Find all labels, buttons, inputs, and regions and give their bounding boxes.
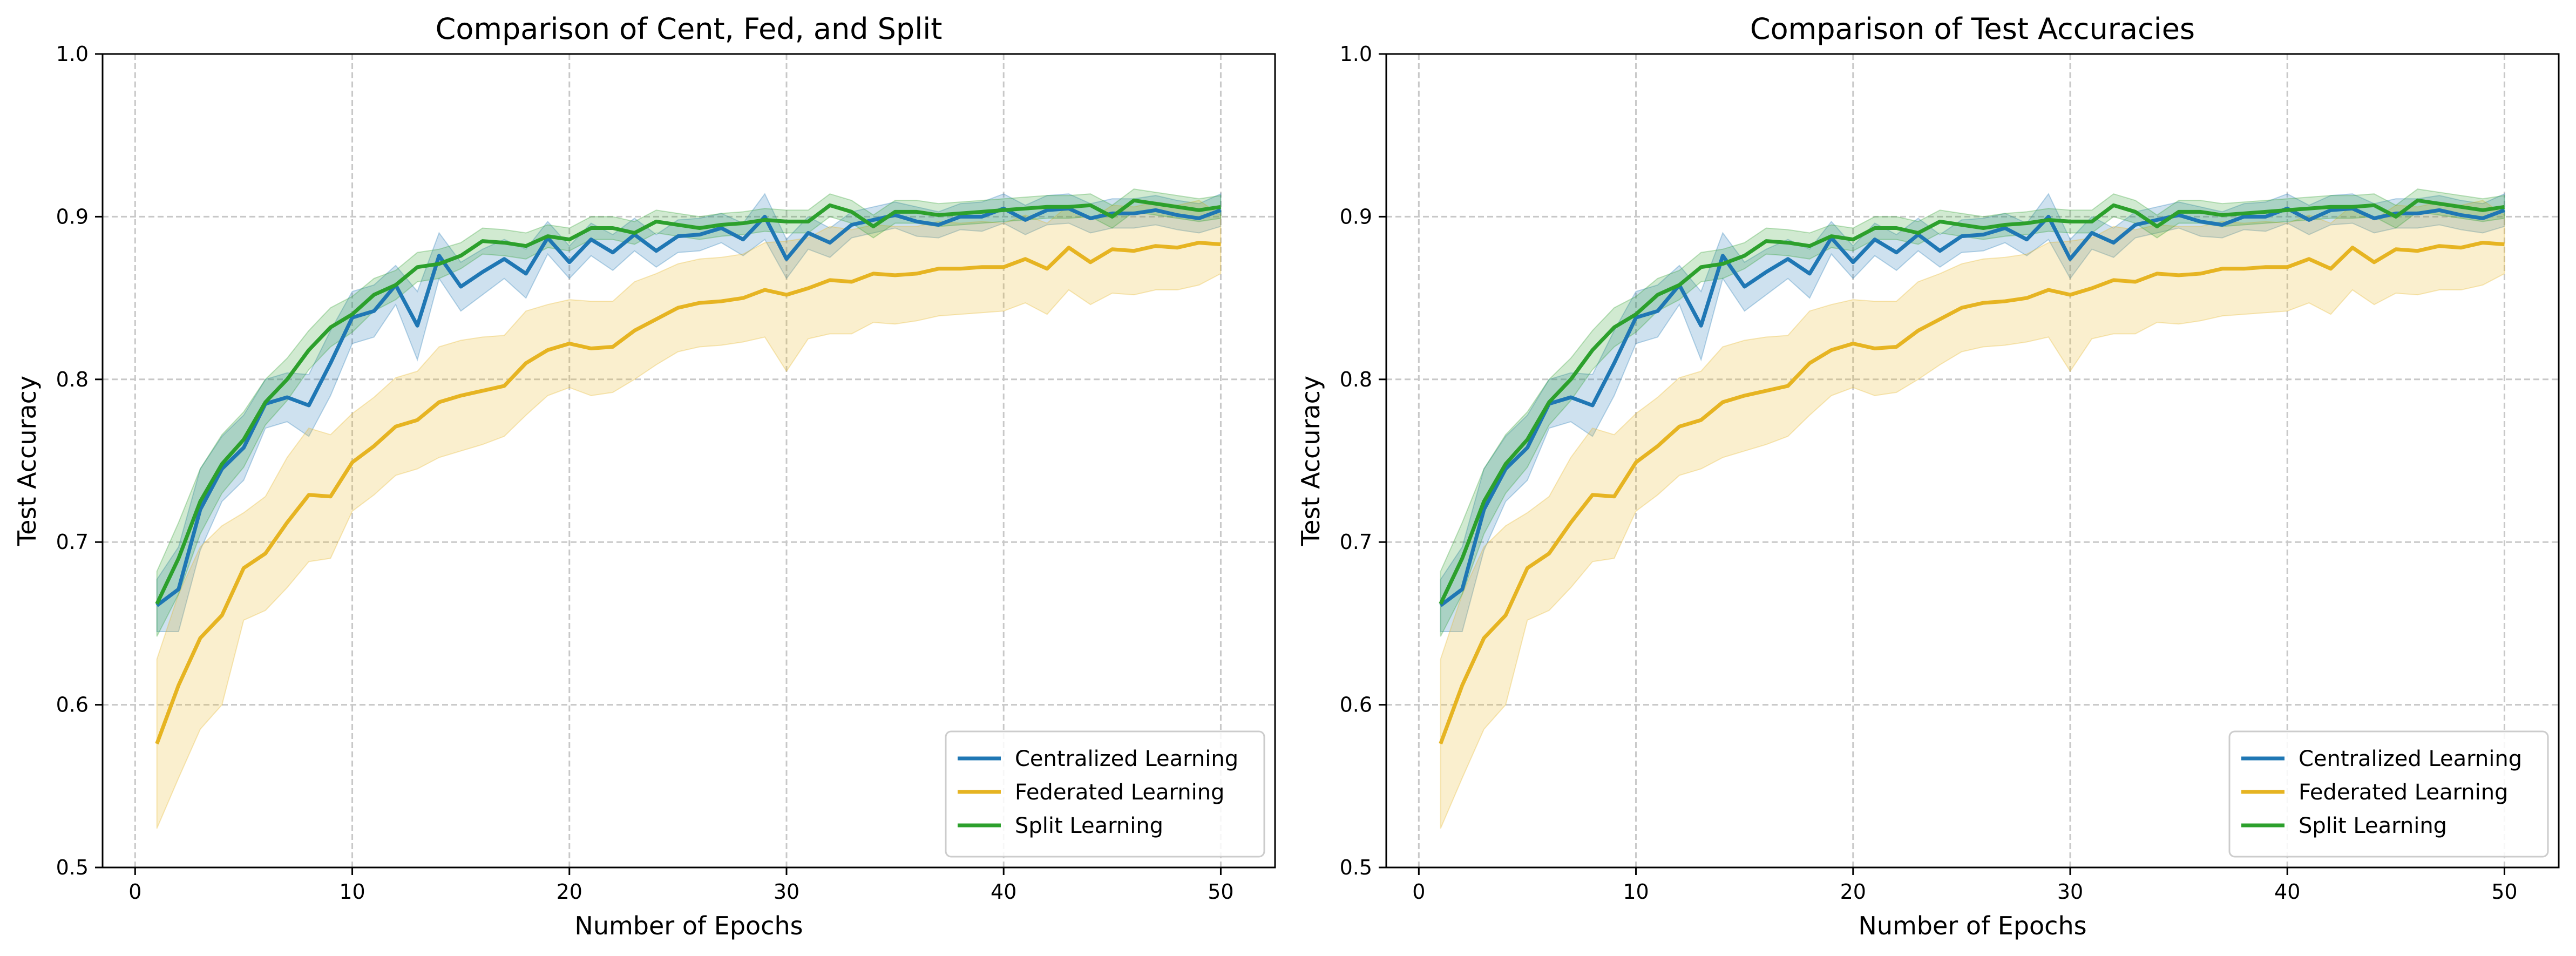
band-federated-learning (1440, 200, 2505, 829)
legend-label: Split Learning (2299, 813, 2447, 838)
x-tick-label: 0 (1412, 880, 1425, 904)
x-tick-label: 40 (2274, 880, 2300, 904)
x-tick-label: 50 (2491, 880, 2517, 904)
x-axis-label: Number of Epochs (1858, 911, 2086, 940)
y-tick-label: 0.5 (56, 856, 89, 879)
y-tick-label: 0.9 (1340, 205, 1372, 228)
x-tick-label: 30 (774, 880, 799, 904)
y-tick-label: 0.7 (56, 530, 89, 554)
legend-label: Centralized Learning (2299, 747, 2522, 771)
chart-title: Comparison of Cent, Fed, and Split (436, 12, 943, 46)
chart-panel-1: 0 10 20 30 40 50 0.5 0.6 0.7 0.8 0.9 1.0 Comparison … (1296, 12, 2560, 940)
band-split-learning (156, 188, 1222, 637)
legend-label: Federated Learning (2299, 780, 2508, 805)
axes-frame (101, 53, 1276, 869)
legend-box (2228, 730, 2549, 858)
y-tick-label: 0.6 (56, 693, 89, 717)
series-line-federated-learning (1439, 241, 2505, 745)
y-tick-label: 1.0 (1340, 42, 1372, 66)
series-line-split-learning (1439, 198, 2505, 605)
x-tick-label: 10 (339, 880, 365, 904)
y-axis-label: Test Accuracy (1296, 376, 1325, 546)
legend-box (945, 730, 1265, 858)
legend-label: Split Learning (1015, 813, 1163, 838)
series-line-federated-learning (155, 241, 1221, 745)
legend-label: Federated Learning (1015, 780, 1224, 805)
x-tick-label: 30 (2057, 880, 2083, 904)
chart-title: Comparison of Test Accuracies (1750, 12, 2195, 46)
x-axis-label: Number of Epochs (574, 911, 803, 940)
y-tick-label: 0.9 (56, 205, 89, 228)
x-tick-label: 40 (991, 880, 1016, 904)
y-tick-label: 0.7 (1340, 530, 1372, 554)
x-tick-label: 50 (1208, 880, 1233, 904)
y-tick-label: 0.8 (56, 368, 89, 391)
band-split-learning (1440, 188, 2505, 637)
x-tick-label: 0 (128, 880, 141, 904)
series-line-centralized-learning (1439, 206, 2505, 607)
y-tick-label: 0.8 (1340, 368, 1372, 391)
y-tick-label: 0.5 (1340, 856, 1372, 879)
series-line-centralized-learning (155, 206, 1222, 607)
legend: Centralized Learning Federated Learning Sp… (2228, 730, 2549, 858)
legend: Centralized Learning Federated Learning Sp… (945, 730, 1265, 858)
axes-frame (1385, 53, 2560, 869)
x-tick-label: 20 (557, 880, 582, 904)
y-axis-label: Test Accuracy (12, 376, 42, 546)
y-tick-label: 1.0 (56, 42, 89, 66)
x-tick-label: 10 (1623, 880, 1649, 904)
series-line-split-learning (155, 198, 1221, 605)
y-tick-label: 0.6 (1340, 693, 1372, 717)
chart-panel-0: 0 10 20 30 40 50 0.5 0.6 0.7 0.8 0.9 1.0 Comparison … (12, 12, 1276, 940)
band-federated-learning (156, 200, 1222, 829)
legend-label: Centralized Learning (1015, 747, 1238, 771)
x-tick-label: 20 (1840, 880, 1866, 904)
